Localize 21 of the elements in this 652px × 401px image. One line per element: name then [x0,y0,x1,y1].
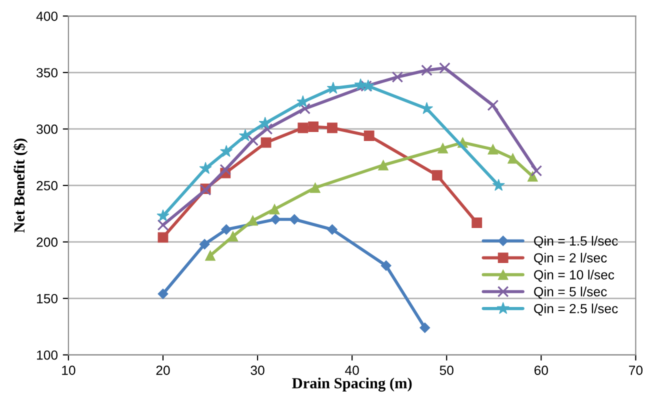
x-tick-label: 40 [345,366,359,375]
x-tick-label: 30 [250,366,264,375]
y-tick-label: 150 [37,294,58,304]
legend-label: Qin = 1.5 l/sec [534,236,618,248]
x-tick-label: 10 [62,366,76,375]
x-tick-label: 60 [534,366,548,375]
y-tick-label: 250 [36,181,58,190]
legend-label: Qin = 10 l/sec [534,270,614,282]
y-tick-label: 350 [36,68,58,78]
x-tick-label: 70 [629,366,643,375]
x-tick-label: 20 [156,366,170,375]
y-tick-label: 300 [36,124,58,134]
x-axis-title: Drain Spacing (m) [292,378,412,392]
y-tick-label: 100 [37,350,58,360]
y-tick-label: 200 [36,238,58,247]
legend-label: Qin = 2.5 l/sec [534,304,618,316]
y-axis-title: Net Benefit ($) [13,138,28,233]
legend-label: Qin = 5 l/sec [534,286,607,299]
x-tick-label: 50 [440,366,454,375]
y-tick-label: 400 [36,12,58,21]
legend-label: Qin = 2 l/sec [534,252,607,265]
